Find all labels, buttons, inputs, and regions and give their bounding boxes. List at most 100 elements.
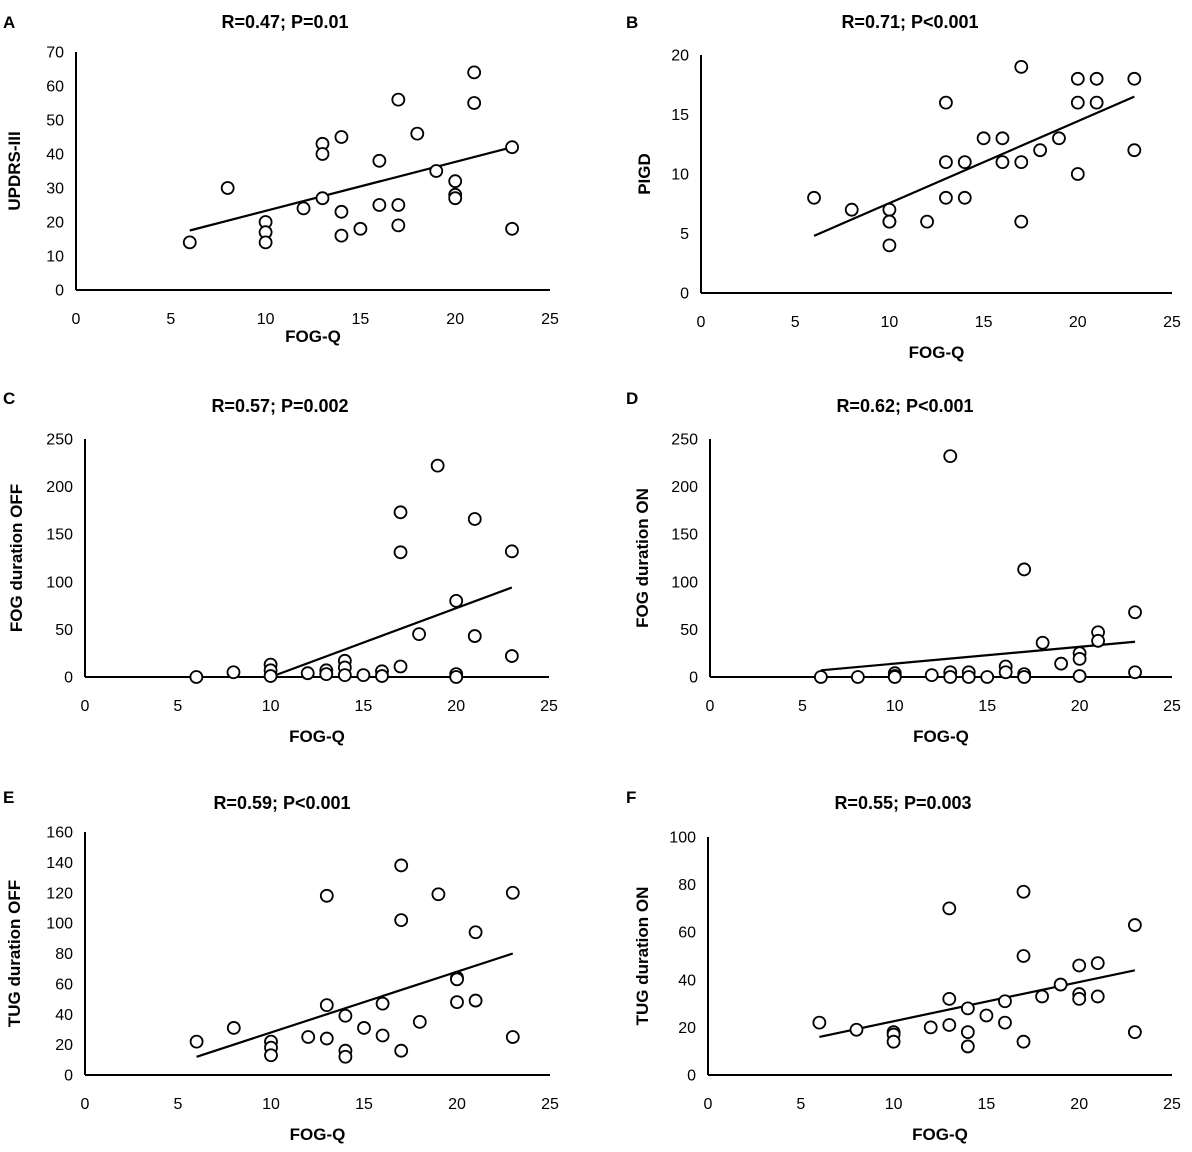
data-point (957, 155, 972, 170)
data-point (338, 1049, 353, 1064)
data-point (356, 668, 371, 682)
x-tick-label: 15 (975, 314, 993, 331)
data-point (226, 665, 241, 680)
data-point (998, 665, 1013, 680)
data-point (264, 1048, 278, 1063)
data-point (338, 1008, 353, 1023)
data-point (882, 202, 897, 217)
data-point (882, 238, 897, 253)
x-tick-label: 5 (791, 314, 800, 331)
data-point (1072, 652, 1087, 666)
x-tick-label: 5 (173, 698, 182, 715)
data-point (372, 198, 387, 212)
data-point (258, 235, 273, 250)
data-point (939, 190, 953, 205)
y-tick-label: 20 (55, 1037, 73, 1054)
panel-letter: D (626, 389, 638, 408)
data-point (394, 1043, 409, 1058)
y-tick-label: 50 (55, 622, 73, 639)
trendline (813, 95, 1135, 237)
y-tick-label: 5 (680, 226, 689, 243)
data-point (812, 1015, 827, 1030)
y-tick-label: 50 (46, 113, 64, 130)
data-point (943, 449, 958, 464)
data-point (1128, 665, 1142, 680)
data-point (319, 998, 334, 1013)
chart-title: R=0.59; P<0.001 (213, 793, 350, 813)
y-tick-label: 200 (46, 479, 73, 496)
y-tick-label: 60 (46, 79, 64, 96)
data-point (1089, 95, 1104, 110)
y-tick-label: 0 (64, 1068, 73, 1085)
y-tick-label: 80 (55, 946, 73, 963)
x-tick-label: 15 (355, 1096, 373, 1113)
chart-title: R=0.47; P=0.01 (221, 12, 348, 32)
x-tick-label: 5 (798, 698, 807, 715)
y-axis-label: FOG duration OFF (7, 484, 26, 632)
data-point (1127, 71, 1142, 86)
data-point (995, 155, 1010, 170)
y-axis-label: TUG duration OFF (5, 880, 24, 1027)
data-point (337, 668, 352, 682)
data-point (849, 1022, 864, 1037)
data-point (813, 670, 828, 684)
data-point (1035, 989, 1049, 1004)
x-tick-label: 10 (257, 311, 275, 328)
x-axis-label: FOG-Q (285, 327, 341, 346)
x-tick-label: 10 (886, 698, 904, 715)
data-point (450, 995, 464, 1009)
x-axis-label: FOG-Q (912, 1125, 968, 1144)
data-point (391, 92, 406, 107)
x-tick-label: 0 (704, 1096, 713, 1113)
y-tick-label: 0 (689, 670, 698, 687)
data-point (923, 1020, 938, 1035)
y-tick-label: 10 (46, 249, 64, 266)
data-point (943, 670, 958, 684)
data-point (1090, 956, 1105, 971)
y-axis-label: UPDRS-III (5, 131, 24, 210)
data-point (960, 1001, 975, 1016)
data-point (393, 659, 408, 674)
y-tick-label: 0 (64, 670, 73, 687)
data-point (429, 164, 444, 178)
data-point (850, 670, 865, 684)
data-point (1127, 143, 1142, 158)
data-point (1070, 71, 1085, 86)
panel-e: E R=0.59; P<0.001 0 20 40 60 80 100 120 140 160 0 5 1… (3, 788, 559, 1144)
data-point (1091, 633, 1105, 648)
data-point (319, 667, 334, 682)
chart-title: R=0.57; P=0.002 (211, 396, 348, 416)
data-point (505, 140, 519, 155)
x-tick-label: 20 (1070, 1096, 1088, 1113)
x-tick-label: 10 (885, 1096, 903, 1113)
data-point (1014, 155, 1029, 170)
x-tick-label: 25 (541, 311, 559, 328)
x-tick-label: 20 (1071, 698, 1089, 715)
data-point (412, 1014, 427, 1029)
y-tick-label: 0 (687, 1068, 696, 1085)
x-axis-label: FOG-Q (289, 727, 345, 746)
data-point (1014, 214, 1029, 229)
data-point (315, 191, 330, 206)
y-tick-label: 200 (671, 479, 698, 496)
data-point (979, 1008, 994, 1023)
y-tick-label: 40 (678, 972, 696, 989)
data-point (1016, 1034, 1031, 1049)
chart-title: R=0.71; P<0.001 (841, 12, 978, 32)
y-tick-label: 120 (46, 885, 73, 902)
data-point (1127, 1025, 1142, 1040)
data-point (1127, 918, 1142, 932)
x-tick-label: 0 (706, 698, 715, 715)
data-point (220, 181, 235, 195)
data-point (430, 458, 445, 473)
x-tick-label: 20 (446, 311, 464, 328)
data-point (807, 190, 821, 205)
data-point (1070, 95, 1085, 110)
data-point (334, 130, 349, 144)
x-tick-label: 0 (81, 1096, 90, 1113)
data-point (960, 1039, 975, 1054)
data-point (1035, 635, 1050, 650)
data-point (467, 96, 482, 110)
data-point (375, 996, 390, 1011)
data-point (431, 887, 446, 902)
